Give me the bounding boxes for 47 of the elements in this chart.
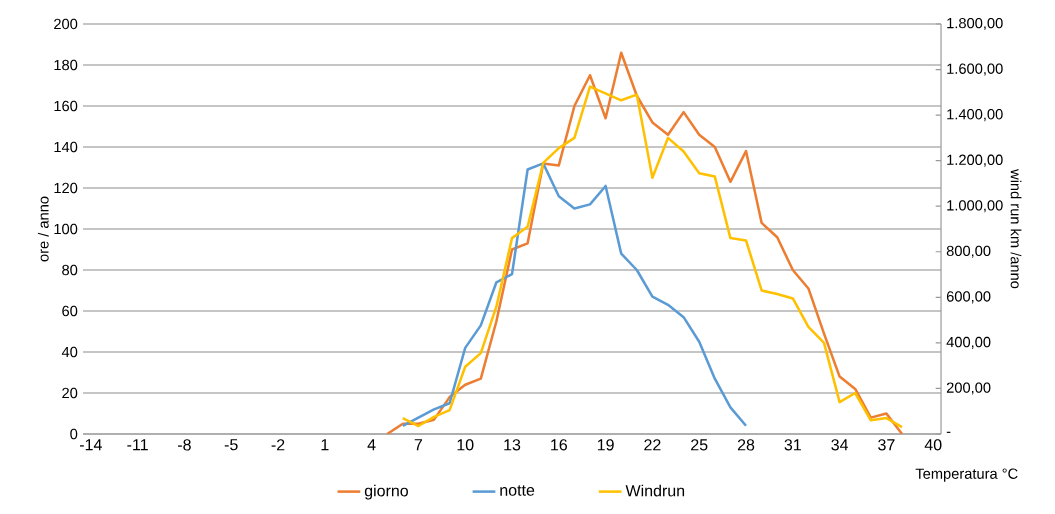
y-tick-label: 120 bbox=[54, 182, 78, 194]
y2-tick-label: 800,00 bbox=[946, 245, 991, 258]
y2-tick-label: 1.000,00 bbox=[947, 200, 1003, 213]
x-tick-label: 19 bbox=[597, 439, 614, 451]
x-tick-label: 37 bbox=[878, 439, 895, 451]
y2-tick-label: 1.600,00 bbox=[947, 63, 1003, 76]
x-tick-label: 31 bbox=[784, 439, 801, 451]
legend-label: giorno bbox=[364, 484, 408, 500]
y2-tick-label: 1.800,00 bbox=[947, 17, 1003, 31]
y2-tick-label: 400,00 bbox=[946, 336, 991, 349]
legend-label: Windrun bbox=[625, 484, 685, 497]
y-tick-label: 160 bbox=[54, 100, 78, 112]
x-tick-label: -14 bbox=[79, 439, 102, 451]
y2-tick-label: 1.400,00 bbox=[947, 109, 1003, 122]
x-tick-label: 25 bbox=[691, 439, 708, 451]
x-tick-label: 10 bbox=[457, 439, 474, 451]
y2-tick-label: - bbox=[946, 431, 951, 433]
x-tick-label: 16 bbox=[551, 439, 567, 451]
x-tick-label: 7 bbox=[414, 439, 423, 451]
x-tick-label: 40 bbox=[924, 439, 942, 451]
y2-tick-label: 600,00 bbox=[946, 291, 991, 304]
y2-tick-label: 1.200,00 bbox=[947, 154, 1003, 167]
y-tick-label: 0 bbox=[70, 428, 78, 440]
y-tick-label: 60 bbox=[62, 305, 78, 317]
y-tick-label: 80 bbox=[62, 264, 78, 276]
x-tick-label: 4 bbox=[367, 439, 376, 451]
x-tick-label: 22 bbox=[644, 439, 661, 451]
y2-axis-title: wind run km /anno bbox=[1010, 169, 1022, 289]
y-axis-title: ore / anno bbox=[37, 196, 49, 262]
y-tick-label: 200 bbox=[54, 18, 78, 30]
x-tick-label: -5 bbox=[224, 439, 238, 451]
y-tick-label: 20 bbox=[62, 387, 78, 399]
x-tick-label: 1 bbox=[321, 439, 329, 451]
y-tick-label: 180 bbox=[54, 59, 78, 71]
x-tick-label: -8 bbox=[178, 439, 191, 451]
y-tick-label: 140 bbox=[54, 141, 78, 153]
legend-label: notte bbox=[500, 485, 535, 496]
y2-tick-label: 200,00 bbox=[946, 382, 991, 395]
x-tick-label: 34 bbox=[831, 439, 849, 451]
x-tick-label: -11 bbox=[127, 439, 148, 451]
x-axis-title: Temperatura °C bbox=[915, 468, 1018, 482]
line-series bbox=[401, 162, 748, 428]
x-tick-label: 28 bbox=[737, 439, 755, 451]
x-tick-label: -2 bbox=[271, 439, 285, 451]
y-tick-label: 100 bbox=[54, 223, 78, 235]
y-tick-label: 40 bbox=[61, 346, 78, 358]
x-tick-label: 13 bbox=[504, 439, 521, 451]
